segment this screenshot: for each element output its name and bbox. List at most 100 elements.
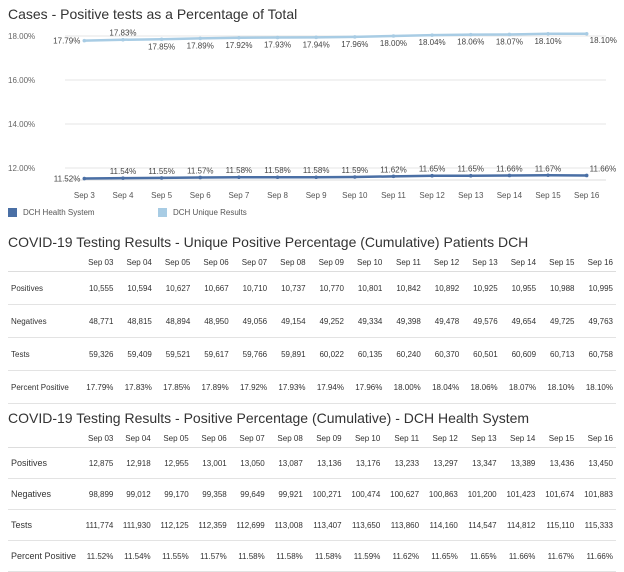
corner-cell	[8, 254, 78, 272]
table-cell: 10,770	[308, 271, 347, 305]
column-header: Sep 04	[116, 254, 155, 272]
table-cell: 10,627	[154, 271, 194, 305]
data-label: 11.52%	[54, 175, 81, 184]
column-header: Sep 14	[499, 430, 539, 448]
table-cell: 10,801	[346, 271, 386, 305]
row-label: Tests	[8, 509, 80, 541]
data-point	[159, 176, 164, 180]
table-cell: 11.55%	[153, 540, 192, 572]
table-cell: 114,547	[460, 509, 500, 541]
legend-item-unique-results[interactable]: DCH Unique Results	[158, 208, 247, 217]
table-cell: 17.96%	[346, 370, 386, 404]
table-cell: 18.00%	[385, 370, 424, 404]
table-cell: 48,815	[116, 304, 155, 338]
row-label: Percent Positive	[8, 540, 80, 572]
y-tick-label: 14.00%	[8, 120, 35, 129]
column-header: Sep 13	[462, 254, 501, 272]
table-cell: 49,763	[577, 304, 616, 338]
table-cell: 11.58%	[267, 540, 306, 572]
table-cell: 17.89%	[193, 370, 232, 404]
table-cell: 11.58%	[229, 540, 268, 572]
table-cell: 112,125	[153, 509, 192, 541]
data-point	[353, 35, 357, 39]
x-tick-label: Sep 5	[151, 191, 172, 200]
column-header: Sep 16	[577, 430, 616, 448]
table-cell: 17.83%	[116, 370, 155, 404]
data-label: 17.92%	[225, 41, 252, 50]
legend-label-health-system: DCH Health System	[23, 208, 95, 217]
column-header: Sep 10	[346, 254, 386, 272]
data-point	[275, 175, 280, 180]
table-cell: 13,436	[538, 447, 578, 479]
data-point	[198, 175, 203, 180]
table-cell: 11.58%	[305, 540, 345, 572]
column-header: Sep 07	[229, 430, 268, 448]
table-cell: 18.07%	[500, 370, 540, 404]
table-cell: 59,891	[270, 337, 309, 371]
table-cell: 60,022	[308, 337, 347, 371]
data-point	[82, 176, 87, 181]
row-label: Percent Positive	[8, 370, 78, 404]
table-cell: 60,240	[385, 337, 424, 371]
table-cell: 17.79%	[78, 370, 117, 404]
x-tick-label: Sep 10	[342, 191, 368, 200]
table-cell: 49,576	[462, 304, 501, 338]
table-row: Percent Positive 11.52% 11.54% 11.55% 11.57%…	[8, 540, 616, 572]
table-row: Tests 59,326 59,409 59,521 59,617 59,766 59,89…	[8, 337, 616, 371]
data-label: 11.58%	[226, 166, 253, 175]
table-cell: 13,297	[422, 447, 461, 479]
table-cell: 18.10%	[577, 370, 616, 404]
legend-swatch-health-system	[8, 208, 17, 217]
table-cell: 99,012	[116, 478, 154, 510]
series-line	[84, 32, 587, 42]
table-cell: 13,176	[344, 447, 384, 479]
data-point	[468, 32, 473, 37]
column-header: Sep 11	[385, 254, 424, 272]
table-cell: 10,988	[539, 271, 578, 305]
table-row: Negatives 48,771 48,815 48,894 48,950 49,056 4…	[8, 304, 616, 338]
x-tick-label: Sep 9	[306, 191, 327, 200]
data-label: 17.85%	[148, 42, 175, 51]
table-cell: 48,950	[193, 304, 232, 338]
data-point	[314, 35, 318, 40]
table-cell: 99,649	[229, 478, 268, 510]
table-row: Negatives 98,899 99,012 99,170 99,358 99,649 9…	[8, 478, 616, 510]
table-cell: 60,370	[423, 337, 463, 371]
table-cell: 11.54%	[116, 540, 154, 572]
data-label: 11.65%	[419, 165, 446, 174]
column-header: Sep 03	[79, 430, 117, 448]
data-point	[121, 176, 125, 180]
table-cell: 115,333	[577, 509, 616, 541]
data-label: 11.54%	[110, 167, 137, 176]
data-point	[430, 33, 434, 37]
table-cell: 49,725	[539, 304, 578, 338]
table-cell: 101,200	[460, 478, 500, 510]
series-line	[84, 174, 587, 180]
table-cell: 114,160	[422, 509, 461, 541]
table-unique-results: Sep 03 Sep 04 Sep 05 Sep 06 Sep 07 Sep 08 Sep …	[8, 254, 616, 404]
column-header: Sep 15	[538, 430, 578, 448]
table-cell: 100,474	[344, 478, 384, 510]
table-cell: 101,423	[499, 478, 539, 510]
table-cell: 10,710	[231, 271, 271, 305]
column-header: Sep 07	[231, 254, 271, 272]
table-cell: 49,398	[385, 304, 424, 338]
row-label: Positives	[8, 447, 80, 479]
data-point	[546, 173, 550, 178]
table-cell: 49,056	[231, 304, 271, 338]
x-tick-label: Sep 3	[74, 191, 95, 200]
table-cell: 100,863	[422, 478, 461, 510]
table-cell: 13,087	[267, 447, 306, 479]
data-point	[507, 32, 512, 37]
table-cell: 48,894	[154, 304, 194, 338]
table-cell: 10,955	[500, 271, 540, 305]
table-cell: 59,766	[231, 337, 271, 371]
table-cell: 11.62%	[383, 540, 423, 572]
data-label: 11.66%	[496, 164, 523, 173]
x-tick-label: Sep 6	[190, 191, 211, 200]
table-cell: 18.04%	[423, 370, 463, 404]
legend-item-health-system[interactable]: DCH Health System	[8, 208, 95, 217]
table-cell: 10,892	[423, 271, 463, 305]
data-label: 11.65%	[457, 165, 484, 174]
data-label: 18.06%	[457, 38, 484, 47]
